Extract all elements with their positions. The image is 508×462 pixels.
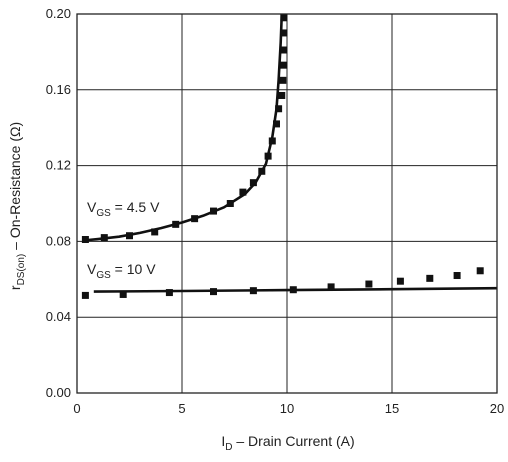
data-point xyxy=(365,280,373,288)
data-point xyxy=(165,289,173,297)
series-2 xyxy=(81,267,498,299)
plot-frame xyxy=(76,13,498,394)
y-tick-label: 0.00 xyxy=(46,385,71,400)
data-point xyxy=(275,105,283,113)
series-label-vgs-10: VGS = 10 V xyxy=(87,261,156,281)
data-point xyxy=(280,29,288,37)
data-point xyxy=(172,220,180,228)
series-1 xyxy=(81,13,288,244)
data-point xyxy=(327,283,335,291)
data-point xyxy=(280,14,288,22)
data-point xyxy=(279,76,287,84)
data-point xyxy=(280,46,288,54)
tick-labels: 0 5 10 15 20 0.00 0.04 0.08 0.12 0.16 0.20 xyxy=(46,6,505,416)
x-tick-label: 20 xyxy=(490,401,504,416)
data-point xyxy=(151,228,159,236)
data-point xyxy=(81,236,89,244)
data-point xyxy=(278,91,286,99)
y-tick-label: 0.16 xyxy=(46,82,71,97)
data-point xyxy=(191,215,199,223)
data-point xyxy=(210,207,217,215)
y-tick-label: 0.12 xyxy=(46,158,71,173)
y-tick-label: 0.04 xyxy=(46,309,71,324)
data-point xyxy=(264,152,272,160)
data-point xyxy=(268,137,276,145)
y-tick-label: 0.20 xyxy=(46,6,71,21)
data-point xyxy=(239,188,247,196)
x-tick-label: 15 xyxy=(385,401,399,416)
x-tick-label: 10 xyxy=(280,401,294,416)
x-tick-label: 5 xyxy=(178,401,185,416)
data-point xyxy=(273,120,280,128)
data-point xyxy=(258,167,266,175)
data-point xyxy=(81,291,89,299)
data-point xyxy=(126,232,133,240)
x-tick-label: 0 xyxy=(73,401,80,416)
data-point xyxy=(280,61,288,69)
data-point xyxy=(453,272,461,280)
y-axis-label: rDS(on) – On-Resistance (Ω) xyxy=(7,122,27,290)
series-line xyxy=(93,286,498,293)
data-point xyxy=(210,288,217,296)
data-point xyxy=(119,290,127,298)
data-point xyxy=(100,234,108,242)
grid xyxy=(77,14,497,393)
data-point xyxy=(226,200,234,207)
data-point xyxy=(426,274,434,282)
data-point xyxy=(249,287,257,295)
x-axis-label: ID – Drain Current (A) xyxy=(221,433,354,453)
data-point xyxy=(289,286,297,294)
series-label-vgs-4-5: VGS = 4.5 V xyxy=(87,199,160,219)
y-tick-label: 0.08 xyxy=(46,233,71,248)
data-point xyxy=(396,277,404,285)
data-point xyxy=(476,267,484,275)
data-point xyxy=(249,179,257,187)
series-layer xyxy=(81,13,498,299)
